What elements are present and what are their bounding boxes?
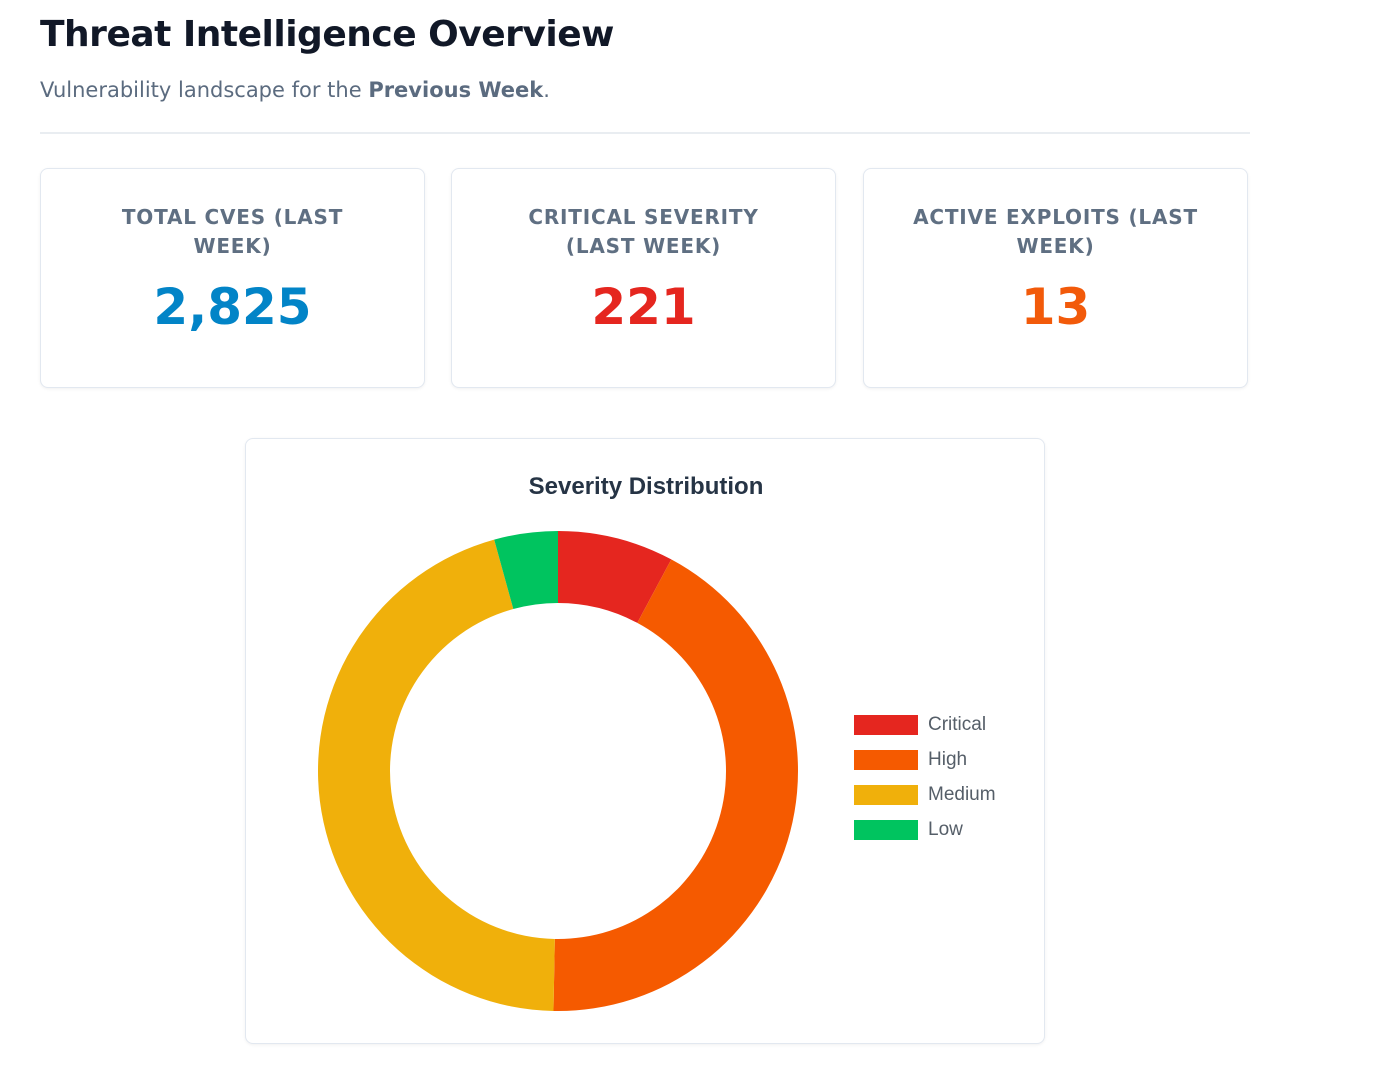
donut-slice-high[interactable] (553, 559, 799, 1011)
legend-item-high[interactable]: High (854, 742, 996, 777)
legend-item-medium[interactable]: Medium (854, 777, 996, 812)
donut-slice-critical[interactable] (558, 531, 672, 623)
stat-card-active-exploits: ACTIVE EXPLOITS (LAST WEEK) 13 (863, 168, 1248, 388)
legend-swatch-critical (854, 714, 918, 735)
stat-card-critical-severity: CRITICAL SEVERITY (LAST WEEK) 221 (451, 168, 836, 388)
legend-swatch-medium (854, 784, 918, 805)
subtitle-period: Previous Week (368, 78, 544, 102)
donut-slice-low[interactable] (494, 531, 558, 610)
chart-legend: Critical High Medium Low (854, 707, 996, 847)
donut-slice-medium[interactable] (318, 539, 555, 1011)
stat-label-active-exploits: ACTIVE EXPLOITS (LAST WEEK) (913, 205, 1198, 258)
header-divider (40, 132, 1250, 134)
subtitle-prefix: Vulnerability landscape for the (40, 78, 369, 102)
page-title: Threat Intelligence Overview (40, 14, 614, 55)
stat-label-critical-severity: CRITICAL SEVERITY (LAST WEEK) (528, 205, 759, 258)
legend-label-high: High (928, 748, 968, 770)
legend-label-low: Low (928, 818, 963, 840)
stat-value-active-exploits: 13 (1020, 278, 1091, 336)
legend-item-low[interactable]: Low (854, 812, 996, 847)
stat-value-total-cves: 2,825 (153, 278, 312, 336)
legend-label-critical: Critical (928, 713, 987, 735)
page-subtitle: Vulnerability landscape for the Previous… (40, 78, 550, 102)
stat-label-total-cves: TOTAL CVES (LAST WEEK) (121, 205, 344, 258)
chart-title: Severity Distribution (528, 473, 764, 500)
stat-value-critical-severity: 221 (591, 278, 696, 336)
legend-item-critical[interactable]: Critical (854, 707, 996, 742)
legend-swatch-low (854, 819, 918, 840)
severity-chart-card: Severity Distribution Critical High Medium… (245, 438, 1045, 1044)
stat-card-total-cves: TOTAL CVES (LAST WEEK) 2,825 (40, 168, 425, 388)
legend-label-medium: Medium (928, 783, 996, 805)
subtitle-suffix: . (543, 78, 550, 102)
severity-donut-chart (318, 531, 799, 1011)
legend-swatch-high (854, 749, 918, 770)
